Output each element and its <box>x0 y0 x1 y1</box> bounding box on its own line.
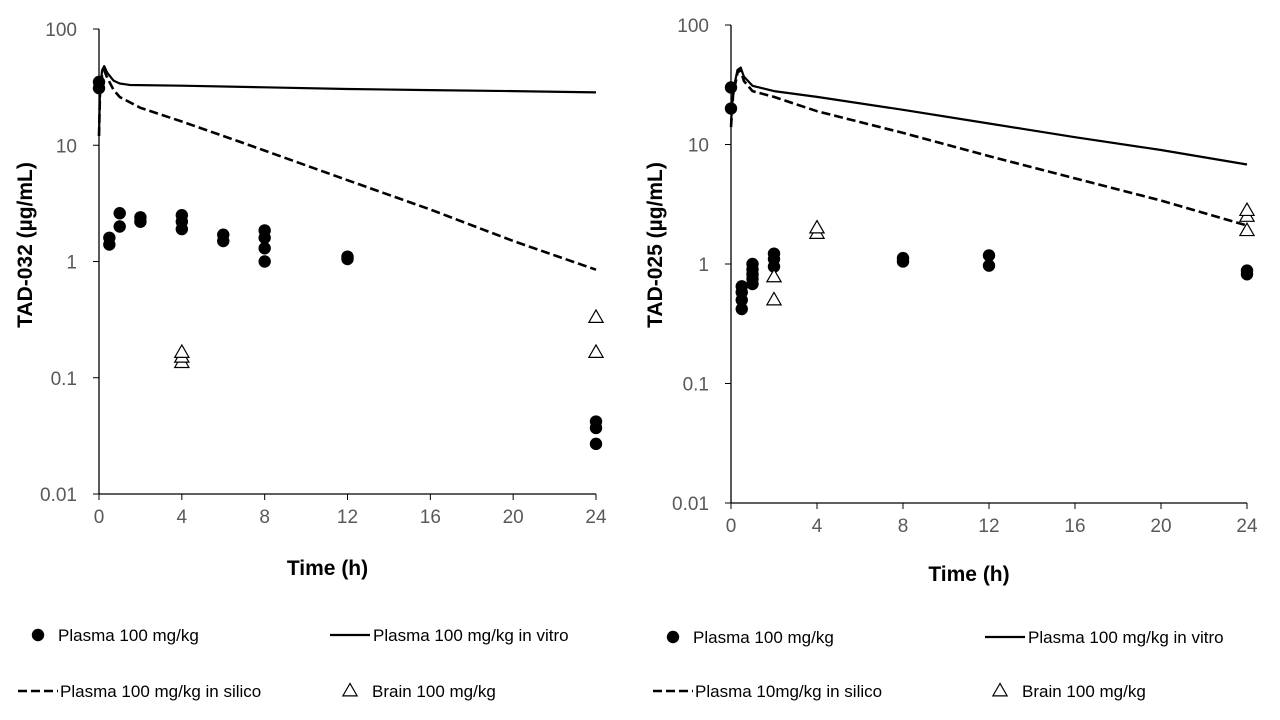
brain-point <box>1238 221 1256 237</box>
legend-circle-symbol <box>31 628 45 642</box>
legend-label: Plasma 10mg/kg in silico <box>695 682 882 701</box>
legend-circle-symbol <box>666 630 680 644</box>
plasma-point <box>982 249 996 262</box>
plasma-point <box>735 280 748 293</box>
line-in-silico <box>97 69 597 271</box>
x-tick-label: 20 <box>1150 516 1171 537</box>
y-tick-label: 0.1 <box>51 369 77 390</box>
legend-label: Brain 100 mg/kg <box>372 682 496 701</box>
line-in-vitro <box>97 65 597 137</box>
legend-left: Plasma 100 mg/kg Plasma 100 mg/kg in vitr… <box>18 626 569 701</box>
y-tick-label: 0.1 <box>683 375 709 396</box>
plasma-point <box>258 255 271 268</box>
x-tick-label: 24 <box>1236 516 1258 537</box>
x-tick-label: 4 <box>177 507 188 528</box>
y-tick-label: 10 <box>688 136 709 157</box>
brain-point <box>587 343 605 358</box>
plasma-point <box>217 228 230 241</box>
y-tick-label: 100 <box>45 20 77 41</box>
x-tick-label: 12 <box>978 516 999 537</box>
y-axis-label: TAD-032 (µg/mL) <box>14 162 37 328</box>
legend-right: Plasma 100 mg/kg Plasma 100 mg/kg in vitr… <box>653 628 1224 701</box>
chart-tad-025: 0.01 0.1 1 10 100 0 4 8 12 16 20 24 Time (h) TAD-025 … <box>644 16 1258 586</box>
plasma-point <box>982 259 996 272</box>
plasma-point <box>735 302 748 316</box>
x-tick-label: 8 <box>259 507 270 528</box>
plasma-point <box>134 211 147 224</box>
plasma-point <box>746 257 759 271</box>
x-axis-label: Time (h) <box>287 557 368 580</box>
legend-triangle-symbol <box>341 682 359 697</box>
x-tick-label: 16 <box>1064 516 1085 537</box>
line-in-silico <box>729 68 1248 227</box>
x-tick-label: 24 <box>585 507 607 528</box>
plasma-point <box>589 437 603 451</box>
y-tick-label: 10 <box>56 136 77 157</box>
plasma-point <box>589 415 603 428</box>
brain-point <box>587 308 605 323</box>
chart-tad-032: 0.01 0.1 1 10 100 0 4 8 12 16 20 24 Time (h) TAD-032 … <box>14 20 607 580</box>
y-tick-label: 1 <box>698 255 709 276</box>
legend-label: Plasma 100 mg/kg <box>58 626 199 645</box>
x-axis-label: Time (h) <box>928 563 1009 586</box>
legend-label: Plasma 100 mg/kg <box>693 628 834 647</box>
x-tick-label: 16 <box>420 507 441 528</box>
plasma-point <box>258 224 271 237</box>
x-tick-label: 4 <box>812 516 823 537</box>
line-in-vitro <box>729 66 1248 166</box>
plasma-point <box>896 251 910 265</box>
y-tick-label: 1 <box>66 253 77 274</box>
legend-triangle-symbol <box>991 682 1009 697</box>
x-tick-label: 0 <box>94 507 105 528</box>
brain-point <box>765 291 783 306</box>
plasma-point <box>258 242 271 255</box>
plasma-point <box>103 231 116 244</box>
plasma-point <box>175 209 189 222</box>
y-tick-label: 0.01 <box>672 494 709 515</box>
brain-point <box>173 343 190 358</box>
x-tick-label: 0 <box>726 516 737 537</box>
legend-label: Brain 100 mg/kg <box>1022 682 1146 701</box>
brain-point <box>1238 201 1256 217</box>
legend-label: Plasma 100 mg/kg in vitro <box>373 626 569 645</box>
plasma-point <box>92 75 106 89</box>
brain-point <box>808 219 826 234</box>
x-tick-label: 12 <box>337 507 358 528</box>
brain-point <box>765 268 783 283</box>
plasma-point <box>1240 264 1254 277</box>
legend-label: Plasma 100 mg/kg in silico <box>60 682 261 701</box>
plasma-point <box>113 220 126 233</box>
y-tick-label: 100 <box>677 16 709 37</box>
legend-label: Plasma 100 mg/kg in vitro <box>1028 628 1224 647</box>
y-tick-label: 0.01 <box>40 485 77 506</box>
x-tick-label: 20 <box>503 507 524 528</box>
plasma-point <box>767 247 781 260</box>
plasma-point <box>341 250 354 263</box>
y-axis-label: TAD-025 (µg/mL) <box>644 162 667 328</box>
plasma-point <box>113 207 126 220</box>
x-tick-label: 8 <box>898 516 909 537</box>
